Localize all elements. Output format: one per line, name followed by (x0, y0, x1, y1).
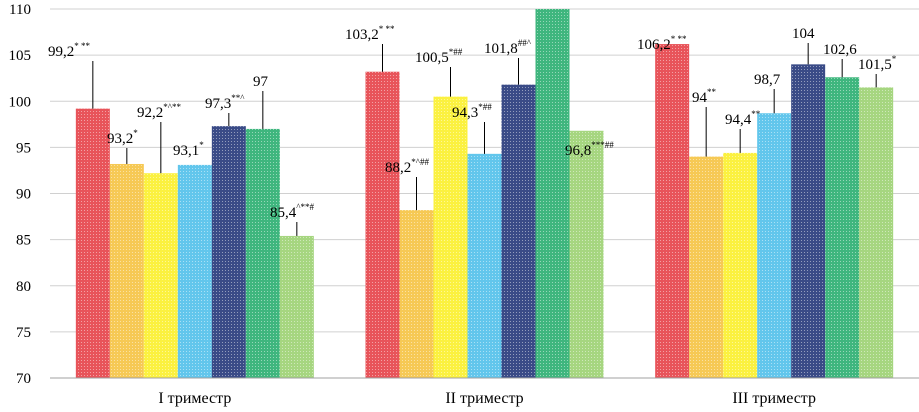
bar-texture (109, 163, 144, 378)
bar-texture (365, 71, 400, 378)
bar-texture (501, 84, 536, 379)
data-label: 88,2*^## (385, 157, 429, 176)
data-label: 94,3*## (452, 102, 492, 121)
data-label: 96,8***## (565, 140, 614, 159)
y-tick-label: 105 (9, 48, 32, 64)
bar-texture (655, 44, 690, 379)
y-tick-label: 110 (9, 2, 31, 18)
data-label: 97,3**^ (205, 93, 245, 112)
data-label: 100,5*## (415, 47, 463, 66)
bar-texture (245, 128, 280, 378)
bar-texture (535, 9, 570, 378)
bar-texture (689, 156, 724, 378)
y-tick-label: 85 (16, 233, 31, 249)
bar-texture (757, 113, 792, 379)
bar-texture (433, 96, 468, 378)
y-tick-label: 75 (16, 325, 31, 341)
data-label: 101,5* (858, 54, 897, 73)
data-label: 85,4^**# (270, 202, 314, 221)
data-label: 106,2* ** (637, 34, 687, 53)
data-label: 102,6 (823, 42, 857, 58)
y-tick-label: 90 (16, 187, 31, 203)
bar-texture (791, 64, 826, 378)
data-label: 99,2* ** (48, 41, 91, 60)
data-label: 103,2* ** (345, 24, 395, 43)
y-tick-label: 100 (9, 94, 32, 110)
data-label: 93,2* (107, 128, 138, 147)
bar-texture (75, 108, 110, 378)
data-label: 97 (253, 74, 269, 90)
bar-texture (211, 126, 246, 378)
bar-texture (143, 173, 178, 378)
data-label: 93,1* (173, 140, 204, 159)
bar-texture (825, 77, 860, 378)
data-label: 92,2*^** (137, 102, 181, 121)
category-label: II триместр (445, 390, 523, 407)
data-label: 94** (692, 87, 717, 106)
bar-texture (859, 87, 894, 378)
y-tick-label: 80 (16, 279, 31, 295)
category-label: III триместр (732, 390, 816, 407)
bar-texture (723, 152, 758, 378)
data-label: 98,7 (754, 72, 781, 88)
data-label: 94,4** (725, 109, 761, 128)
data-labels: 99,2* ** 93,2* 92,2*^** 93,1* 97,3**^ 97 85,4^… (48, 24, 897, 236)
data-label: 104 (792, 26, 815, 42)
bar-texture (177, 164, 212, 378)
bar-texture (569, 130, 604, 378)
axes: 70 75 80 85 90 95 100 105 110 I триместр II тримес… (9, 2, 919, 407)
y-tick-label: 70 (16, 371, 31, 387)
y-tick-label: 95 (16, 140, 31, 156)
bar-texture (399, 210, 434, 378)
bars (75, 9, 894, 379)
bar-texture (467, 153, 502, 378)
category-label: I триместр (158, 390, 231, 407)
bar-texture (279, 235, 314, 378)
data-label: 101,8##^ (484, 38, 532, 57)
